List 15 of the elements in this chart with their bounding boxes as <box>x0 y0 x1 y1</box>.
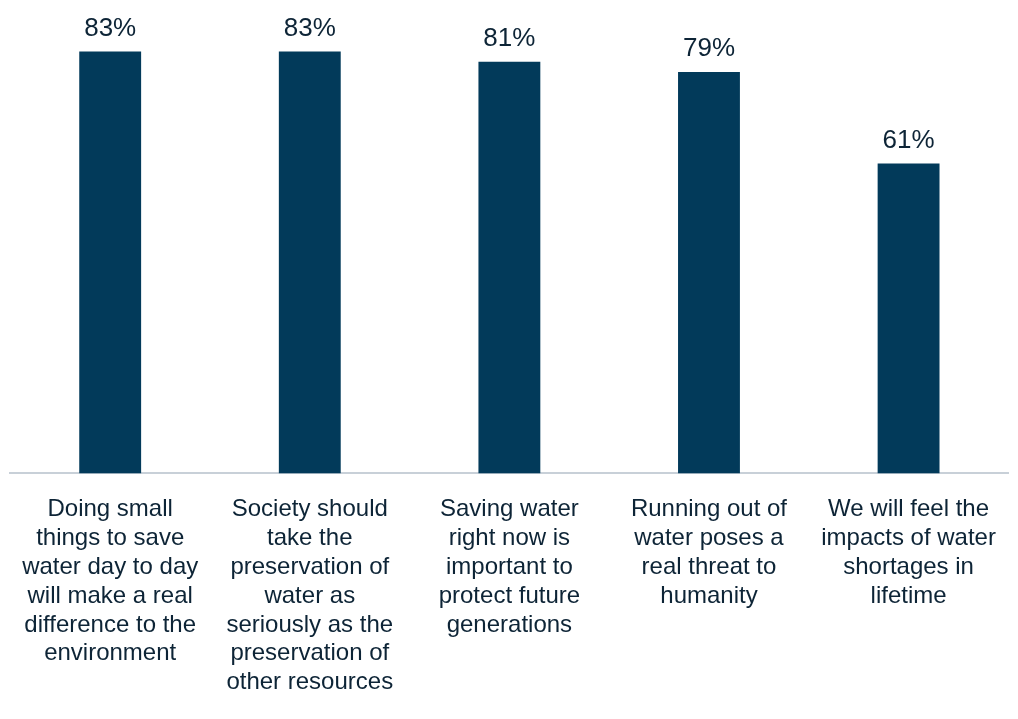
x-tick-label: We will feel the impacts of water shortages in lifetime <box>821 494 996 608</box>
x-tick-label: Doing small things to save water day to day will make a real difference to the environment <box>21 494 199 666</box>
bar <box>877 163 940 474</box>
data-label: 79% <box>682 32 735 63</box>
x-tick-label: Society should take the preservation of water as seriously as the preservation of other resources <box>226 494 394 695</box>
data-label: 83% <box>84 11 137 42</box>
x-tick-label: Saving water right now is important to protect future generations <box>438 494 581 637</box>
bar <box>278 51 341 474</box>
bar <box>678 71 740 474</box>
data-label: 61% <box>882 123 935 154</box>
data-label: 81% <box>483 21 536 52</box>
bar <box>79 51 142 474</box>
data-label: 83% <box>283 11 336 42</box>
bar <box>478 61 541 474</box>
x-tick-label: Running out of water poses a real threat to humanity <box>630 494 788 608</box>
